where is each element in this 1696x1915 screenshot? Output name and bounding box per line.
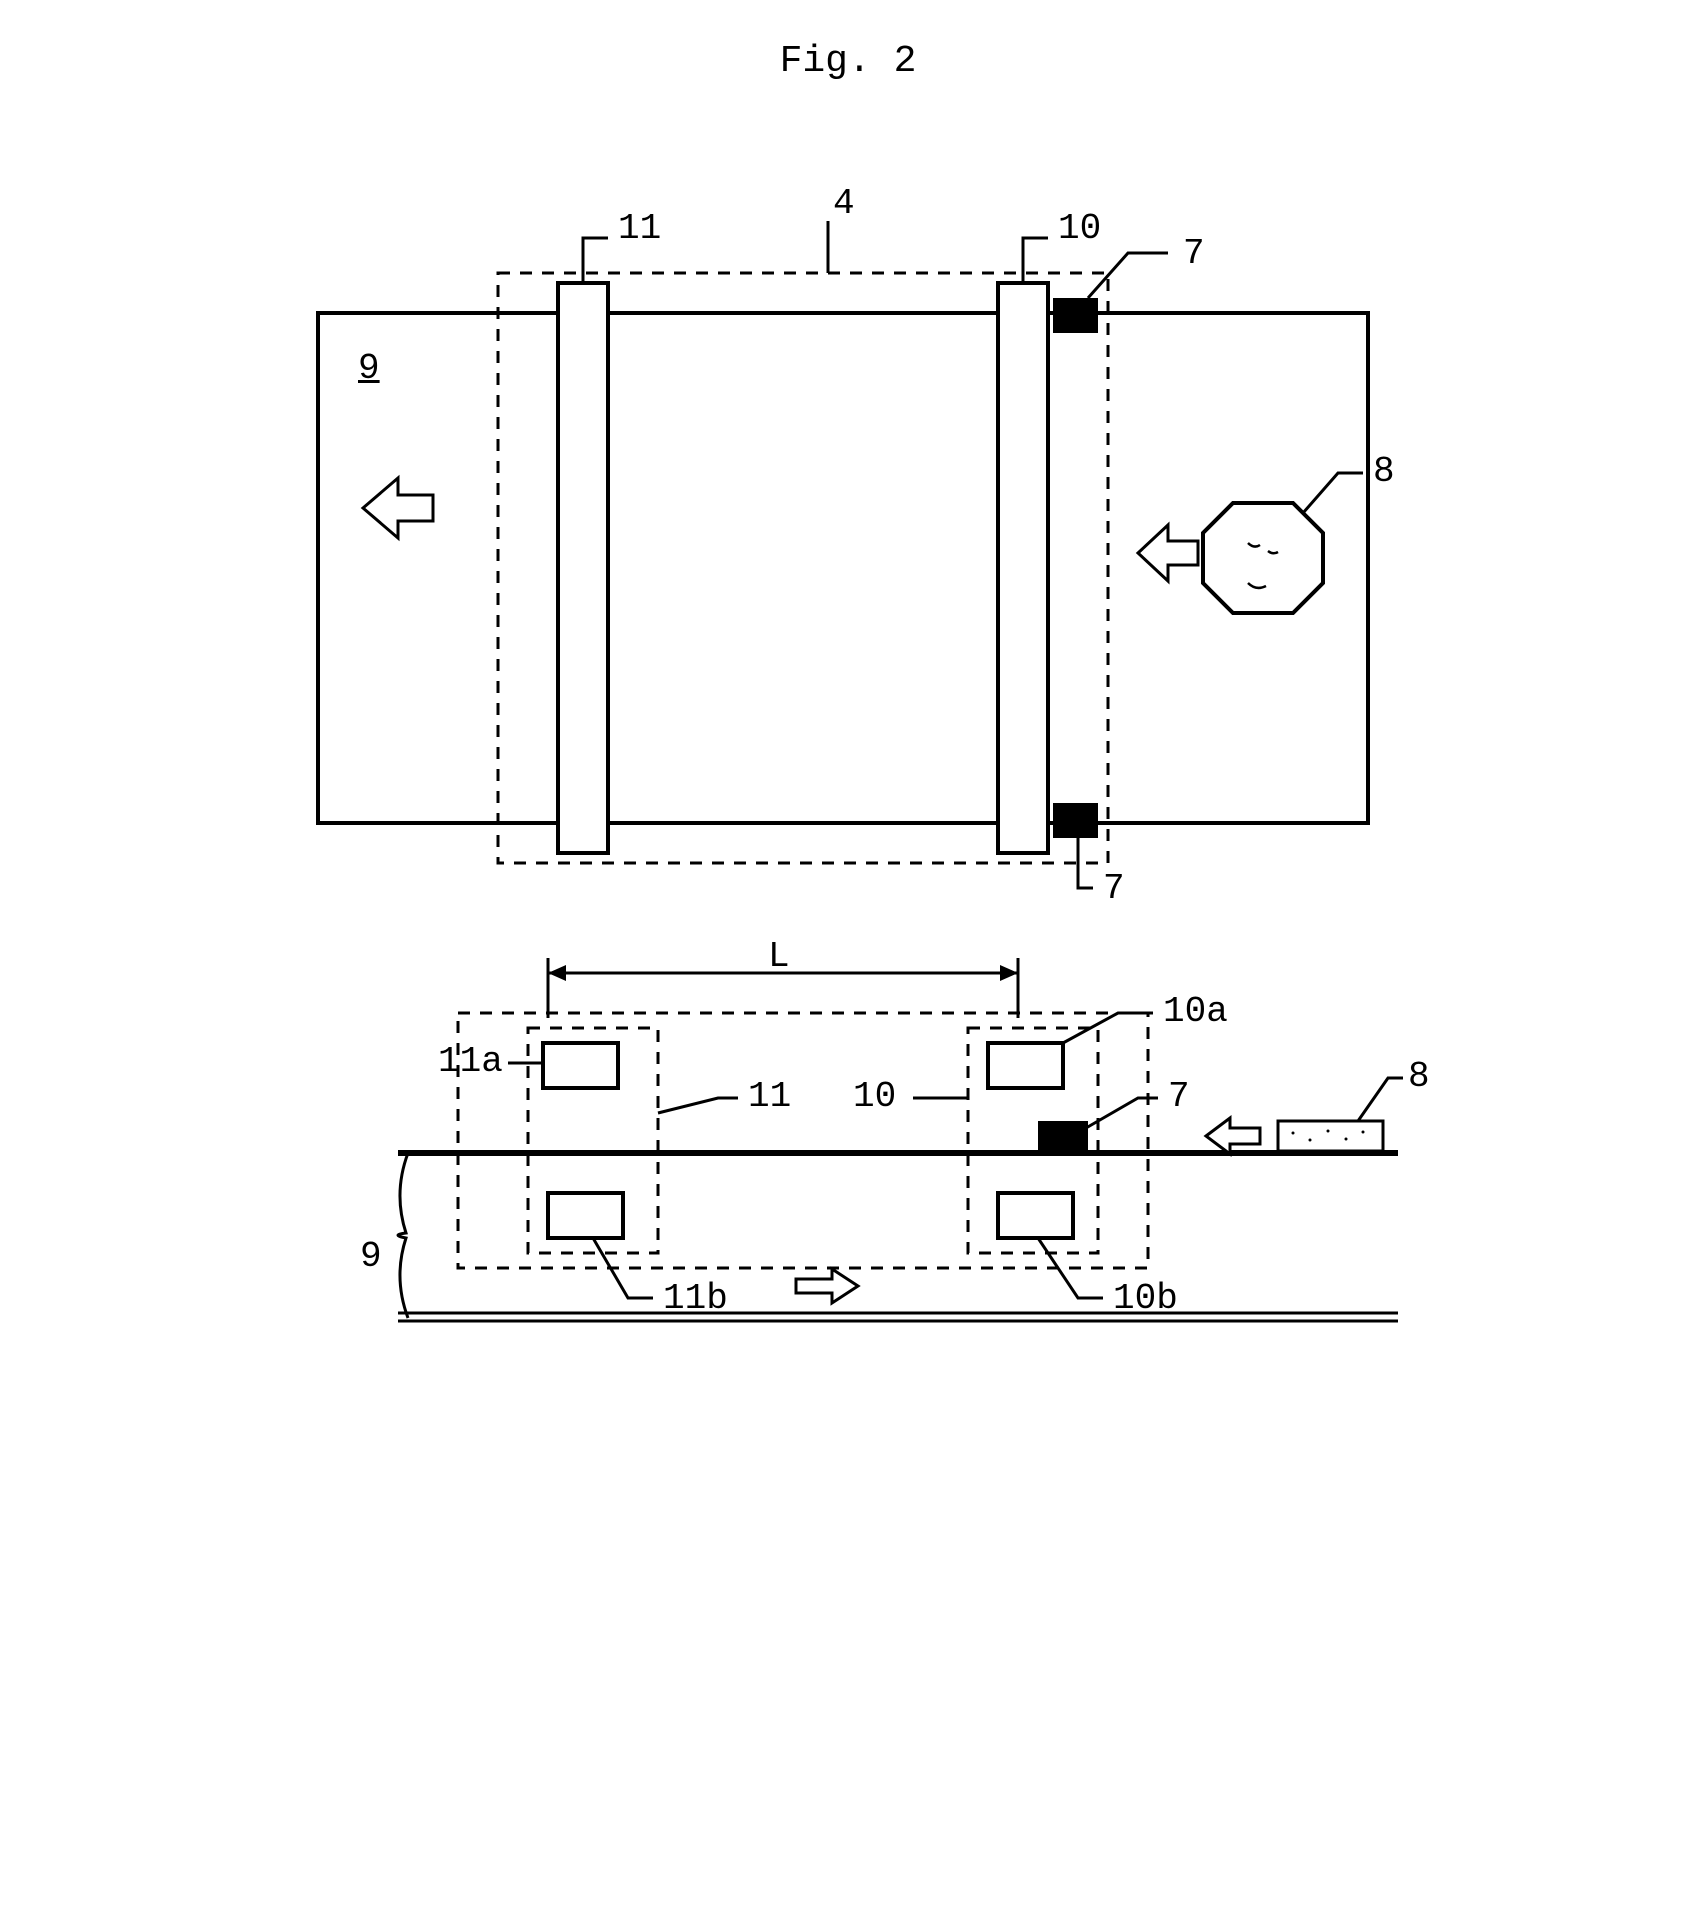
diagram-container: 9 11 4 10 7 7 8 L 11a 10a 11 10 7 8 11b … (248, 143, 1448, 1543)
box-11a (543, 1043, 618, 1088)
photosensor-side (1038, 1121, 1088, 1151)
object-side (1278, 1121, 1383, 1151)
leader-11b (593, 1238, 653, 1298)
label-7-bottom: 7 (1103, 868, 1125, 909)
belt-return-arrow (796, 1269, 858, 1303)
photosensor-top (1053, 298, 1098, 333)
label-10a: 10a (1163, 991, 1228, 1032)
figure-title: Fig. 2 (40, 40, 1656, 83)
label-9-top: 9 (358, 348, 380, 389)
sensor-bar-right (998, 283, 1048, 853)
leader-11-side (658, 1098, 738, 1113)
label-9-side: 9 (360, 1236, 382, 1277)
leader-10a (1063, 1013, 1153, 1043)
sensor-bar-left (558, 283, 608, 853)
box-11b (548, 1193, 623, 1238)
object-arrow-side (1206, 1118, 1260, 1154)
label-7-side: 7 (1168, 1076, 1190, 1117)
label-8-side: 8 (1408, 1056, 1430, 1097)
label-L: L (768, 936, 790, 977)
label-10b: 10b (1113, 1278, 1178, 1319)
leader-10 (1023, 238, 1048, 283)
belt-arrow-left (363, 478, 433, 538)
label-11: 11 (618, 208, 661, 249)
photosensor-bottom (1053, 803, 1098, 838)
label-7-top: 7 (1183, 233, 1205, 274)
object-arrow-top (1138, 525, 1198, 581)
label-11b: 11b (663, 1278, 728, 1319)
label-10-side: 10 (853, 1076, 896, 1117)
object-octagon (1203, 503, 1323, 613)
label-11a: 11a (438, 1041, 503, 1082)
box-10b (998, 1193, 1073, 1238)
leader-7-top (1088, 253, 1168, 298)
leader-11 (583, 238, 608, 283)
leader-9-side (398, 1153, 408, 1318)
box-10a (988, 1043, 1063, 1088)
leader-8 (1303, 473, 1363, 513)
label-11-side: 11 (748, 1076, 791, 1117)
label-8-top: 8 (1373, 451, 1395, 492)
label-10: 10 (1058, 208, 1101, 249)
diagram-svg (248, 143, 1448, 1393)
label-4: 4 (833, 183, 855, 224)
leader-8-side (1358, 1078, 1403, 1121)
